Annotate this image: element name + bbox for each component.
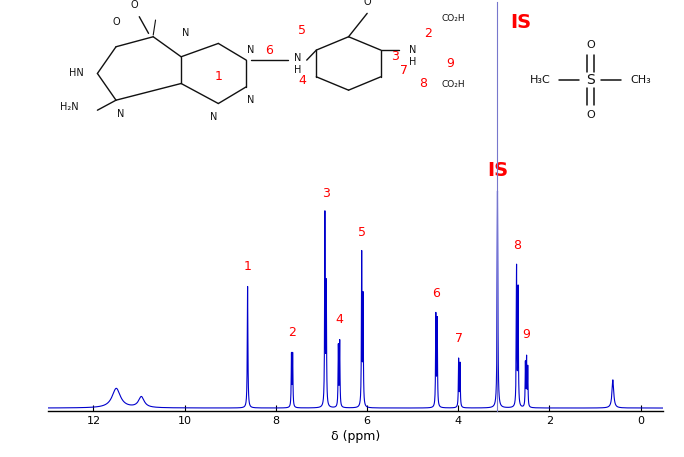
Text: 6: 6 [432,287,440,299]
Text: 8: 8 [419,77,428,90]
Text: S: S [586,73,594,87]
Text: N: N [247,95,254,105]
Text: CO₂H: CO₂H [441,14,465,23]
Text: CH₃: CH₃ [630,75,651,85]
Text: 9: 9 [446,57,453,70]
X-axis label: δ (ppm): δ (ppm) [331,430,380,443]
Text: CO₂H: CO₂H [441,80,465,89]
Text: O: O [112,17,120,27]
Text: 3: 3 [391,50,399,63]
Text: N: N [293,53,301,64]
Text: 7: 7 [456,332,463,345]
Text: 6: 6 [265,43,274,57]
Text: 4: 4 [335,313,343,325]
Text: O: O [363,0,371,7]
Text: N: N [247,45,254,55]
Text: N: N [210,112,218,122]
Text: HN: HN [68,69,83,79]
Text: H: H [409,57,416,67]
Text: 1: 1 [214,70,222,83]
Text: 1: 1 [244,260,252,273]
Text: H₃C: H₃C [529,75,550,85]
Text: 2: 2 [424,27,432,40]
Text: H: H [293,65,301,75]
Text: IS: IS [510,13,531,32]
Text: 5: 5 [298,24,306,37]
Text: 9: 9 [523,328,531,341]
Text: IS: IS [487,161,508,180]
Text: 3: 3 [321,187,330,200]
Text: H₂N: H₂N [60,102,79,112]
Text: 7: 7 [400,64,408,77]
Text: O: O [586,110,594,120]
Text: 2: 2 [288,325,296,339]
Text: N: N [182,28,189,38]
Text: N: N [117,109,124,118]
Text: 5: 5 [358,226,367,239]
Text: O: O [131,0,138,10]
Text: 8: 8 [513,239,521,252]
Text: N: N [409,45,416,55]
Text: O: O [586,40,594,50]
Text: 4: 4 [298,74,306,87]
